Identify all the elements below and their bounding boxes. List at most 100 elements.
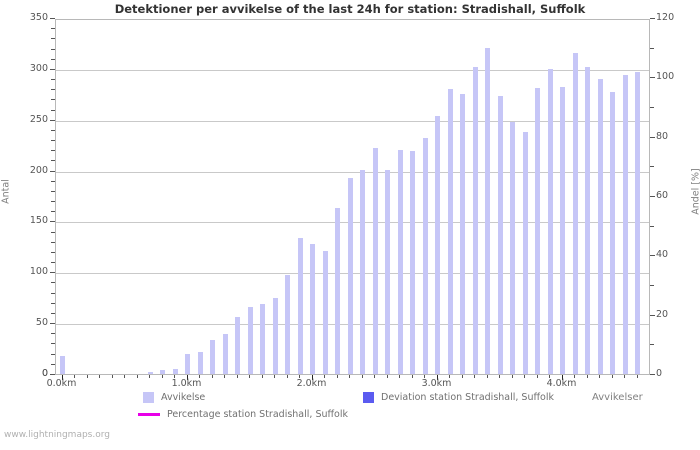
gridline (56, 120, 649, 122)
bar (510, 121, 515, 374)
x-tick-minor (386, 375, 388, 378)
x-tick-label: 3.0km (421, 378, 452, 389)
y-tick-minor (51, 201, 55, 203)
x-tick-minor (336, 375, 338, 378)
y-tick-minor (51, 251, 55, 253)
plot-area (55, 19, 650, 375)
bar (560, 87, 565, 374)
y-tick-major (50, 272, 55, 274)
y2-tick-minor (650, 107, 654, 108)
x-tick-minor (624, 375, 625, 378)
x-tick-minor (99, 375, 100, 378)
y-tick-label-right: 100 (656, 71, 675, 83)
bar (635, 71, 640, 374)
bar (260, 303, 265, 374)
y-tick-major (50, 323, 55, 325)
bar (322, 250, 328, 374)
bar (372, 148, 378, 374)
y2-tick-major (650, 374, 655, 375)
y-tick-minor (51, 160, 55, 162)
y-tick-minor (51, 262, 55, 264)
x-tick-minor (511, 375, 513, 378)
x-tick-minor (399, 375, 400, 378)
x-tick-minor (374, 375, 375, 378)
y-tick-minor (51, 38, 55, 40)
x-tick-minor (236, 375, 238, 378)
bar (347, 177, 353, 374)
y-tick-minor (51, 363, 55, 365)
x-tick-minor (411, 375, 413, 378)
y-tick-minor (51, 129, 55, 131)
y-tick-minor (51, 180, 55, 182)
bar (397, 150, 403, 374)
x-tick-label: 4.0km (546, 378, 577, 389)
y-tick-label-left: 50 (35, 317, 48, 329)
bar (585, 66, 590, 374)
x-tick-minor (111, 375, 113, 378)
y2-tick-major (650, 18, 655, 19)
gridline (56, 171, 649, 173)
y-axis-zero-label-left: 0 (41, 368, 48, 379)
x-tick-minor (486, 375, 488, 378)
y-tick-minor (51, 109, 55, 111)
watermark-text: www.lightningmaps.org (4, 430, 110, 440)
legend-item-avvikelse[interactable]: Avvikelse (143, 392, 205, 403)
y-tick-label-left: 0 (41, 368, 48, 379)
y-axis-right-label: Andel [%] (690, 168, 700, 215)
x-tick-minor (274, 375, 275, 378)
y2-tick-minor (650, 166, 654, 168)
y2-tick-minor (650, 225, 654, 227)
y-tick-major (50, 18, 55, 19)
gridline (56, 222, 649, 224)
y-tick-label-left: 200 (29, 164, 48, 176)
y-tick-label-right: 120 (656, 12, 675, 23)
x-tick-major (186, 375, 188, 380)
x-tick-minor (211, 375, 213, 378)
bar (485, 47, 490, 374)
bar (60, 355, 65, 374)
y-tick-label-left: 300 (29, 62, 48, 74)
y-tick-minor (51, 353, 55, 355)
y-tick-label-right: 40 (656, 249, 669, 261)
bar (247, 306, 253, 374)
bar (435, 115, 440, 374)
y2-tick-major (650, 196, 655, 197)
x-tick-minor (499, 375, 500, 378)
bar (460, 94, 465, 374)
x-tick-minor (524, 375, 525, 378)
y-tick-label-left: 100 (29, 266, 48, 278)
bar (160, 369, 165, 374)
x-tick-major (311, 375, 313, 380)
bar (522, 131, 528, 374)
chart-legend: Avvikelse Deviation station Stradishall,… (0, 390, 700, 430)
legend-item-percentage[interactable]: Percentage station Stradishall, Suffolk (138, 409, 348, 420)
bar (222, 334, 228, 374)
bar (210, 340, 215, 374)
legend-item-deviation[interactable]: Deviation station Stradishall, Suffolk (363, 392, 554, 403)
x-tick-minor (249, 375, 250, 378)
y-tick-minor (51, 211, 55, 213)
x-tick-minor (611, 375, 613, 378)
x-tick-label: 0.0km (46, 378, 77, 389)
x-tick-minor (174, 375, 175, 378)
y-tick-major (50, 221, 55, 223)
y2-tick-minor (650, 285, 654, 286)
x-tick-label: 2.0km (296, 378, 327, 389)
y-tick-minor (51, 58, 55, 60)
bar (572, 52, 578, 374)
bar (310, 243, 315, 374)
bar (422, 138, 428, 374)
x-tick-minor (549, 375, 550, 378)
bar (297, 237, 303, 374)
y-tick-minor (51, 28, 55, 30)
y-tick-major (50, 170, 55, 172)
y-tick-major (50, 374, 55, 375)
y-tick-minor (51, 241, 55, 243)
y2-tick-major (650, 314, 655, 316)
y-tick-label-right: 20 (656, 308, 669, 320)
y-tick-minor (51, 302, 55, 304)
y-tick-minor (51, 231, 55, 233)
y-axis-left-label: Antal (0, 179, 12, 204)
x-tick-minor (349, 375, 350, 378)
bar (185, 353, 190, 374)
